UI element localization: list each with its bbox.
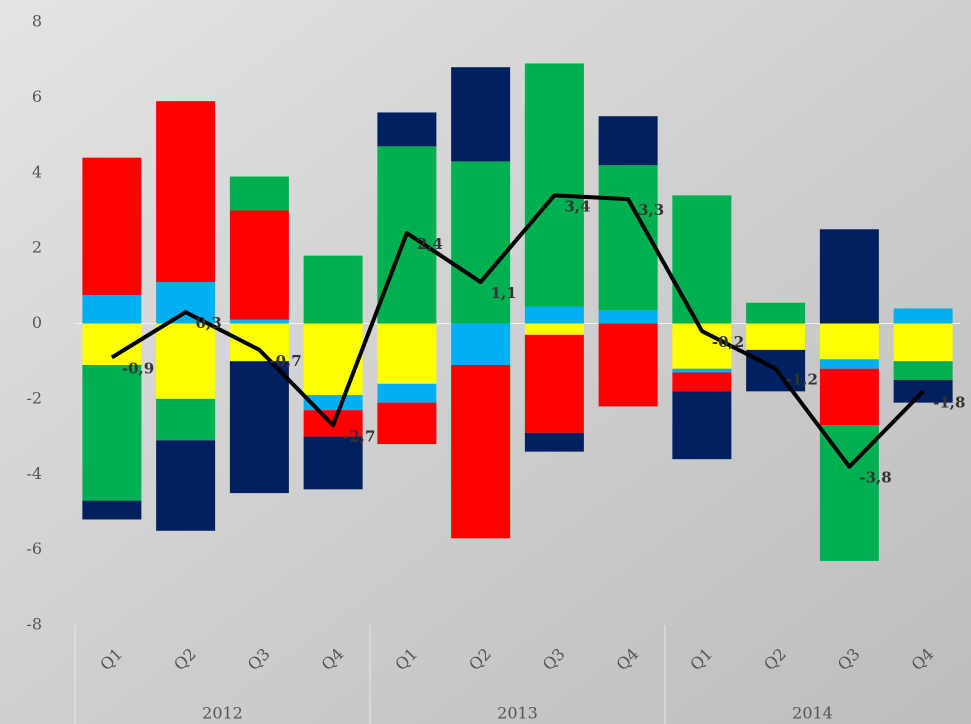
y-tick-label: 4 <box>32 162 42 181</box>
bar-segment <box>82 157 142 296</box>
y-tick-label: -4 <box>26 464 42 483</box>
data-label: -1,2 <box>786 371 818 389</box>
bar-segment <box>746 323 806 350</box>
y-tick-label: 2 <box>32 238 42 257</box>
bar-segment <box>156 398 216 441</box>
data-label: 0,3 <box>196 314 222 332</box>
bar-segment <box>746 302 806 324</box>
bar-segment <box>672 372 732 392</box>
bar-segment <box>229 176 289 211</box>
bar-segment <box>819 229 879 324</box>
line <box>110 193 925 469</box>
bar-segment <box>672 391 732 460</box>
bar-segment <box>524 432 584 452</box>
x-group-label: 2013 <box>497 704 538 723</box>
y-tick-label: 0 <box>32 313 42 332</box>
data-label: -0,7 <box>269 352 301 370</box>
bar-segment <box>377 112 437 147</box>
bar-segment <box>229 361 289 494</box>
bar-segment <box>819 359 879 369</box>
data-label: 3,4 <box>564 197 590 215</box>
bar-segment <box>524 323 584 335</box>
bar-segment <box>819 323 879 360</box>
bar-segment <box>229 323 289 362</box>
bar-segment <box>451 364 511 539</box>
y-tick-label: -6 <box>26 539 42 558</box>
bar-segment <box>451 323 511 365</box>
bar-segment <box>524 63 584 307</box>
bar-segment <box>451 67 511 162</box>
bar-segment <box>156 101 216 283</box>
bar-segment <box>156 323 216 399</box>
y-tick-label: -8 <box>26 615 42 634</box>
bar-segment <box>303 255 363 324</box>
bar-segment <box>82 364 142 501</box>
bar-segment <box>598 310 658 324</box>
x-group-label: 2012 <box>202 704 243 723</box>
bar-segment <box>893 361 953 381</box>
y-tick-label: 6 <box>32 87 42 106</box>
bar-segment <box>524 306 584 324</box>
bar-segment <box>82 500 142 520</box>
bar-segment <box>377 402 437 445</box>
bar-segment <box>156 440 216 531</box>
bar-segment <box>156 282 216 324</box>
data-label: -1,8 <box>933 393 965 411</box>
bar-segment <box>377 323 437 384</box>
data-label: 2,4 <box>417 235 443 253</box>
bar-segment <box>303 323 363 396</box>
bar-segment <box>229 210 289 320</box>
x-group-label: 2014 <box>792 704 833 723</box>
y-tick-label: -2 <box>26 388 42 407</box>
bar-segment <box>524 334 584 433</box>
bar-segment <box>229 319 289 324</box>
data-label: -0,2 <box>712 333 744 351</box>
bar-segment <box>819 368 879 426</box>
bar-segment <box>303 395 363 411</box>
data-label: 3,3 <box>638 201 664 219</box>
bar-segment <box>893 308 953 324</box>
bar-segment <box>893 323 953 362</box>
bar-segment <box>451 161 511 324</box>
bar-segment <box>303 436 363 490</box>
bar-segment <box>598 323 658 407</box>
bar-segment <box>672 195 732 324</box>
bar-segment <box>598 116 658 166</box>
data-label: -2,7 <box>343 427 375 445</box>
data-label: 1,1 <box>491 284 517 302</box>
data-label: -0,9 <box>122 359 154 377</box>
bar-segment <box>672 368 732 373</box>
bar-segment <box>377 383 437 403</box>
bar-segment <box>82 295 142 324</box>
y-tick-label: 8 <box>32 12 42 31</box>
data-label: -3,8 <box>859 469 891 487</box>
